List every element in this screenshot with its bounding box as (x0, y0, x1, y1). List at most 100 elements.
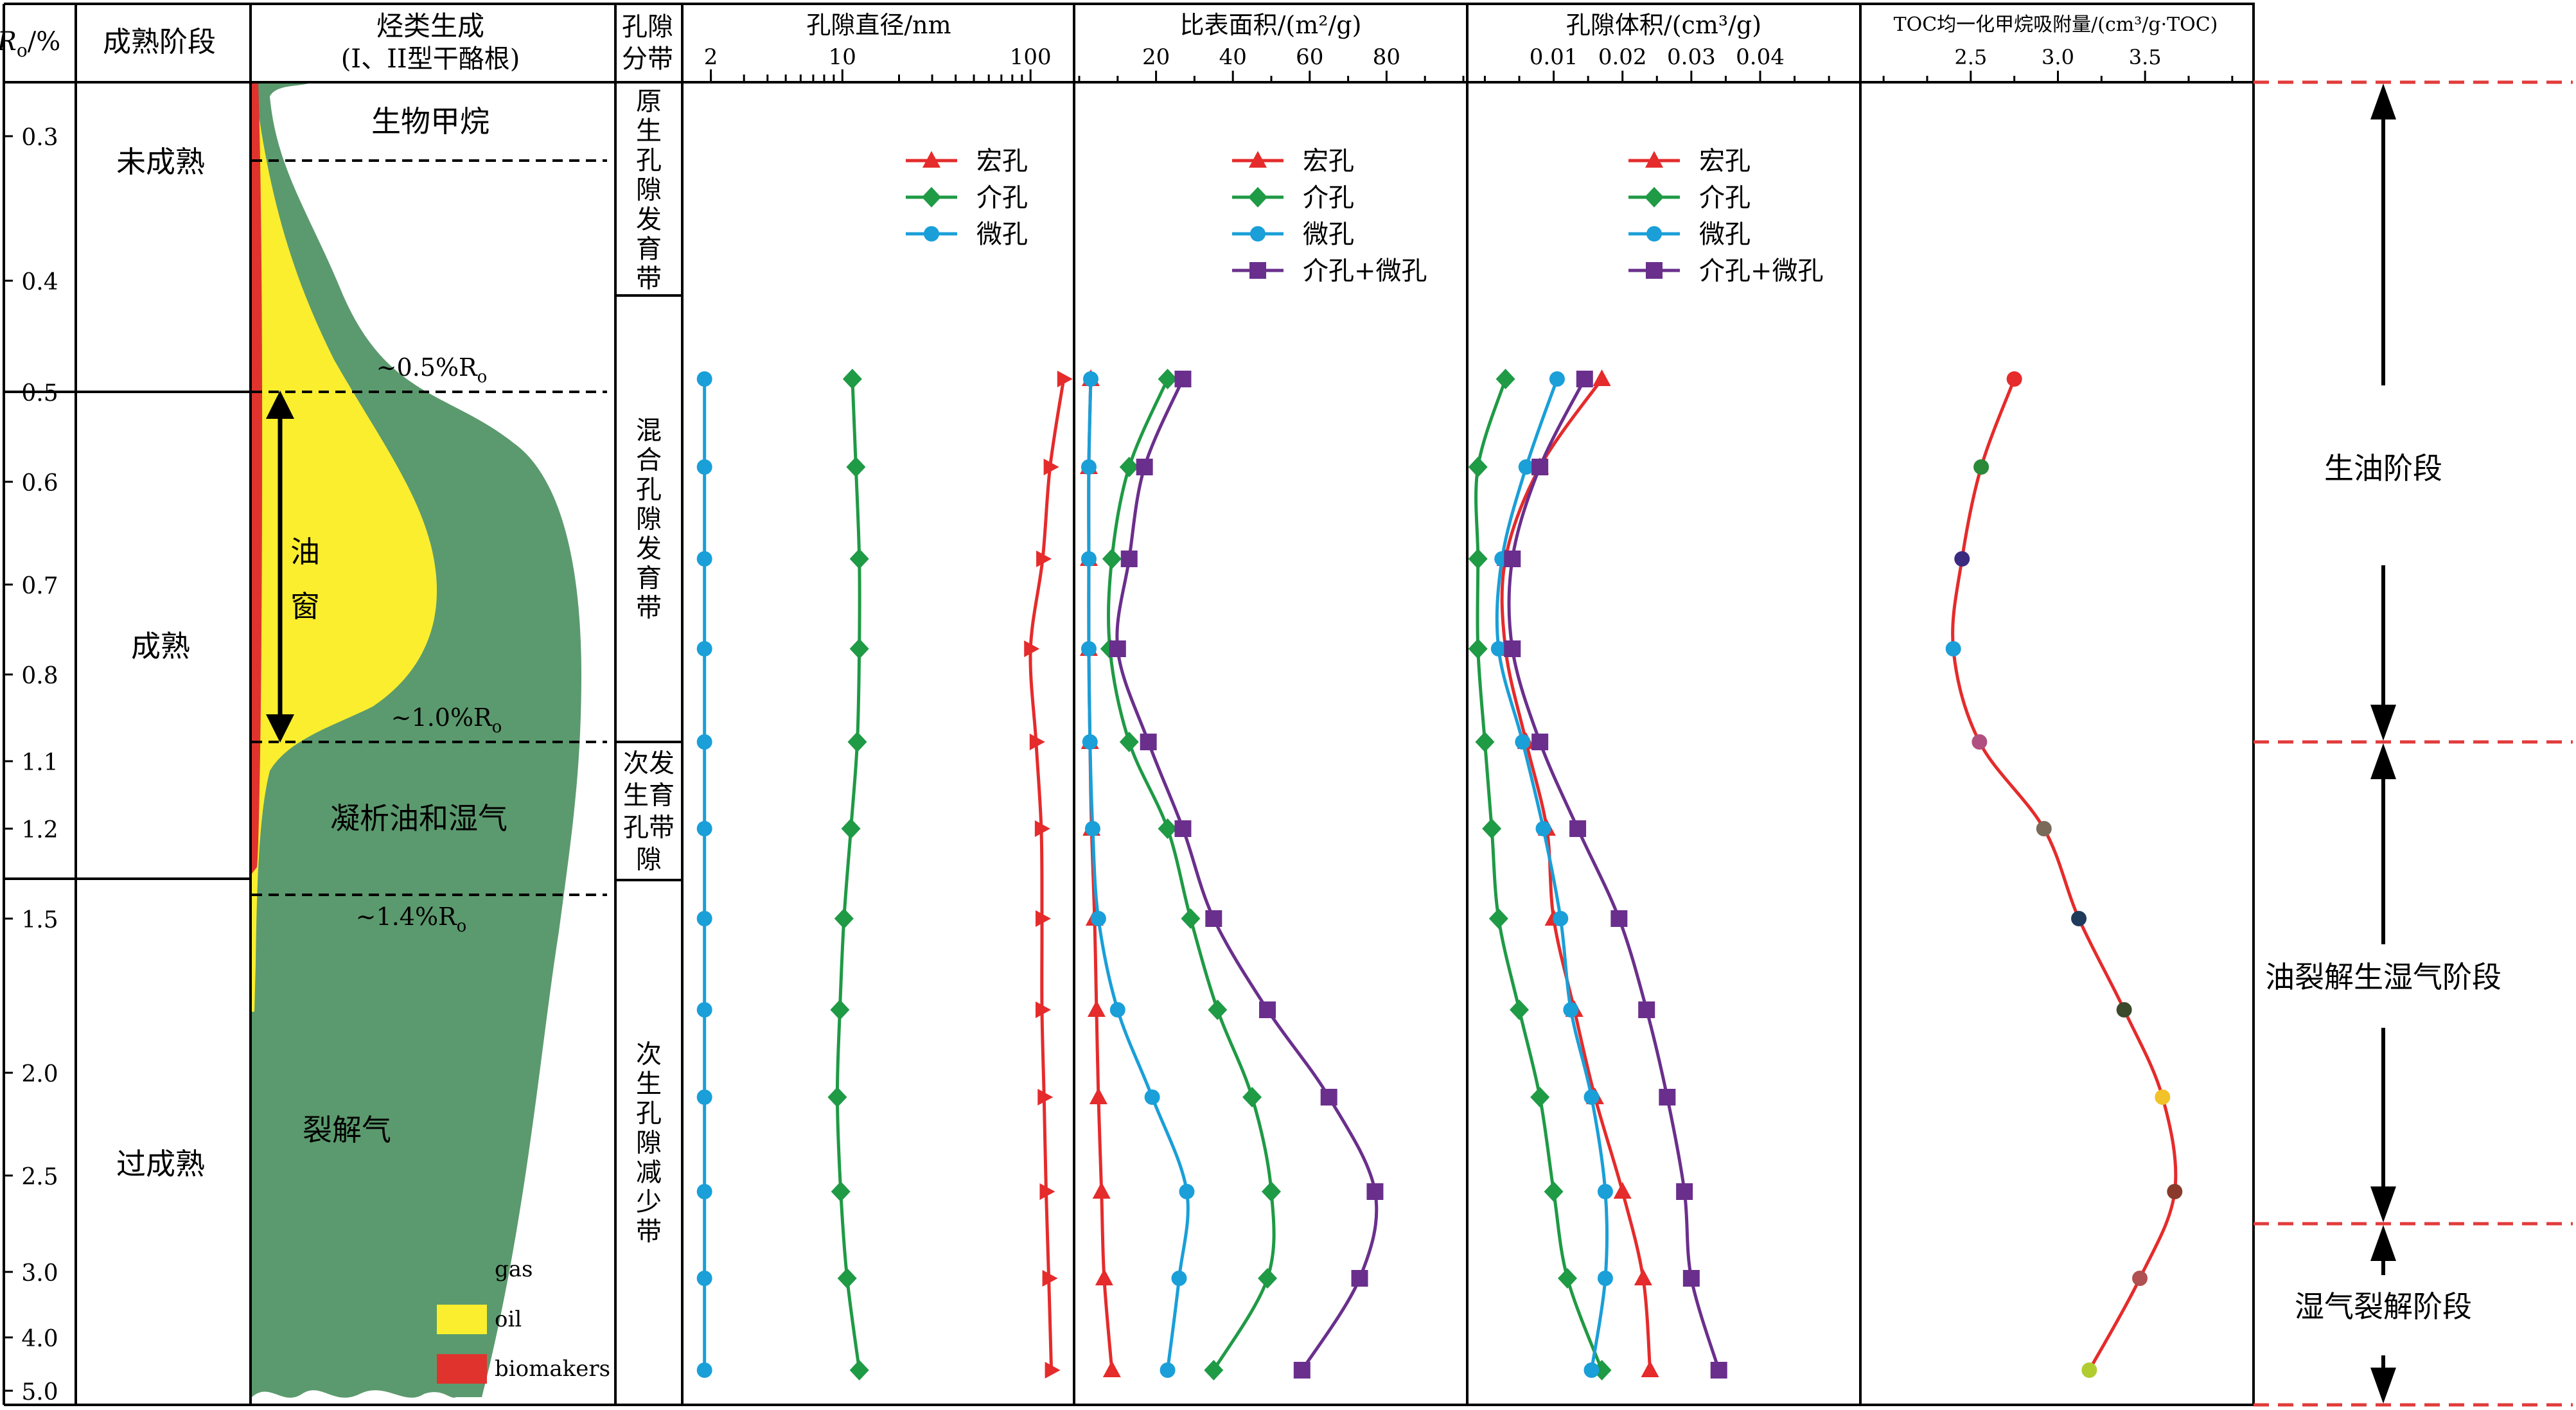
hc-legend-swatch-oil (437, 1305, 487, 1334)
data-point (1569, 820, 1587, 837)
series-micro (1490, 371, 1613, 1378)
data-point (1293, 1362, 1310, 1379)
data-point (1610, 910, 1628, 927)
hc-header-line1: 烃类生成 (376, 10, 484, 42)
maturity-header: 成熟阶段 (103, 26, 216, 58)
data-point (1250, 226, 1266, 242)
data-point (1544, 1181, 1564, 1202)
toc-header: TOC均一化甲烷吸附量/(cm³/g·TOC) (1894, 13, 2218, 36)
data-point (1109, 1002, 1125, 1018)
pore-zone-header-line1: 孔隙 (622, 12, 673, 42)
series-meso (1100, 369, 1281, 1380)
pore-zone-1-char: 育 (636, 564, 662, 594)
data-point (1248, 187, 1267, 207)
chart-panels: 2 10 100 20 40 60 80 0.01 0.02 0.03 0.04 2.5 3.0 3.5 (696, 44, 2234, 1380)
series-micro (1081, 371, 1195, 1378)
pore-zone-3-char: 带 (636, 1217, 662, 1247)
x-tick-label: 3.5 (2129, 45, 2162, 69)
data-point (1057, 371, 1073, 387)
pore-zone-3-char: 隙 (636, 1129, 662, 1158)
data-point (696, 641, 712, 657)
data-point (1208, 1000, 1228, 1020)
pore-zone-0-char: 带 (636, 264, 662, 294)
frame-grid (3, 3, 2255, 1406)
pore-zone-3-char: 生 (636, 1070, 662, 1099)
data-point (1092, 1182, 1111, 1199)
data-point (1531, 734, 1549, 750)
data-point (1034, 820, 1050, 837)
data-point (1042, 1270, 1058, 1287)
data-point (1558, 1268, 1577, 1289)
data-point (1144, 1089, 1160, 1105)
data-point (2132, 1271, 2148, 1286)
data-point (696, 1002, 712, 1018)
data-point (849, 639, 869, 659)
data-point (849, 549, 869, 569)
stage-overmature: 过成熟 (116, 1147, 205, 1181)
x-tick-label: 3.0 (2042, 45, 2074, 69)
data-point (1972, 734, 1988, 750)
data-point (1029, 734, 1045, 750)
oil-window-label-2: 窗 (290, 589, 320, 624)
data-point (1160, 1362, 1176, 1378)
surface-area-legend-label-mesomicro: 介孔+微孔 (1303, 256, 1427, 286)
pore-zone-2-char: 次发 (623, 749, 675, 779)
data-point (696, 911, 712, 926)
data-point (1682, 1270, 1700, 1287)
ro-tick-label: 0.4 (21, 269, 58, 295)
surface-area-header: 比表面积/(m²/g) (1180, 11, 1362, 39)
x-tick-label: 0.01 (1530, 44, 1578, 70)
pore-zone-1-char: 隙 (636, 505, 662, 534)
series-macro (1024, 371, 1073, 1379)
pore-zone-3-char: 孔 (636, 1099, 662, 1129)
data-point (1090, 911, 1106, 926)
ro-tick-label: 2.0 (21, 1061, 58, 1088)
data-point (1035, 910, 1051, 927)
data-point (1676, 1183, 1693, 1200)
data-point (696, 1184, 712, 1199)
maturity-stage-column: 未成熟 成熟 过成熟 (116, 145, 205, 1181)
pore-zone-0-char: 生 (636, 116, 662, 146)
x-tick-label: 10 (829, 44, 856, 70)
data-point (1136, 459, 1153, 475)
cracking-gas-label: 裂解气 (303, 1113, 391, 1147)
data-point (1179, 1184, 1195, 1199)
ro-tick-label: 0.6 (21, 470, 58, 497)
hc-legend: gas oil biomakers (437, 1255, 610, 1384)
ro-tick-label: 0.7 (21, 573, 58, 599)
data-point (1366, 1183, 1384, 1200)
data-point (1095, 1269, 1113, 1285)
data-point (1262, 1181, 1281, 1202)
data-point (1204, 1360, 1224, 1380)
data-point (1140, 734, 1157, 750)
data-point (1641, 1361, 1659, 1377)
data-point (1945, 641, 1961, 657)
series-line-micro (1495, 378, 1609, 1371)
data-point (1634, 1269, 1652, 1285)
pore-zone-0-char: 原 (636, 87, 662, 116)
data-point (1973, 459, 1989, 475)
ro-tick-label: 1.2 (21, 817, 58, 843)
data-point (1036, 551, 1052, 567)
stage-arrow-down-0 (2370, 705, 2396, 741)
data-point (1174, 820, 1192, 837)
evolution-stage-column: 生油阶段 油裂解生湿气阶段 湿气裂解阶段 (2254, 80, 2573, 1407)
data-point (1468, 457, 1488, 477)
oil-region (252, 90, 437, 1012)
data-point (1102, 1361, 1121, 1377)
data-point (1504, 640, 1521, 657)
toc-adsorption-panel: 2.5 3.0 3.5 (1882, 45, 2234, 1378)
data-point (849, 1360, 869, 1380)
pore-volume-legend-label-micro: 微孔 (1699, 220, 1751, 249)
data-point (1515, 734, 1531, 750)
data-point (1081, 551, 1097, 567)
ro-10-label: ~1.0%Ro (391, 703, 502, 737)
data-point (1597, 1271, 1613, 1286)
data-point (1119, 457, 1139, 477)
pore-zone-1-char: 混 (636, 416, 662, 446)
data-point (1488, 908, 1508, 929)
data-point (696, 1362, 712, 1378)
biogenic-methane-label: 生物甲烷 (371, 104, 490, 139)
